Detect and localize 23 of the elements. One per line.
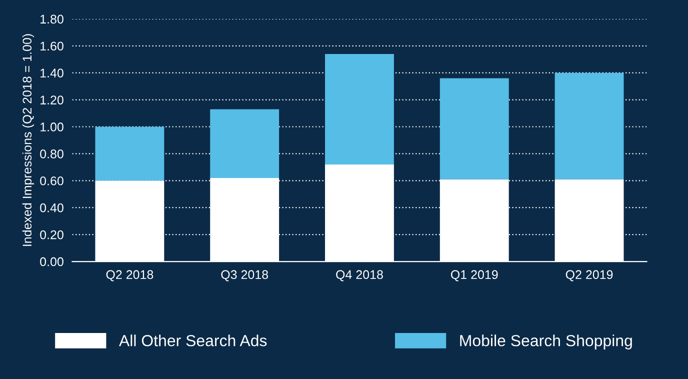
x-tick-label: Q2 2018 — [106, 270, 154, 282]
y-tick-label: 1.60 — [40, 42, 64, 51]
y-tick-label: 0.80 — [40, 150, 64, 158]
bar — [325, 54, 394, 164]
legend-label: Mobile Search Shopping — [460, 334, 632, 350]
legend-label: All Other Search Ads — [119, 334, 267, 346]
x-tick-label: Q1 2019 — [450, 270, 498, 282]
y-axis-title: Indexed Impressions (Q2 2018 = 1.00) — [22, 34, 34, 246]
x-tick-label: Q4 2018 — [336, 270, 383, 282]
y-tick-label: 1.40 — [40, 68, 64, 78]
bar — [440, 78, 509, 180]
y-tick-label: 1.20 — [40, 96, 64, 104]
y-tick-label: 0.60 — [40, 176, 64, 186]
y-tick-label: 0.40 — [40, 203, 64, 212]
x-tick-label: Q3 2018 — [221, 270, 268, 282]
bar — [554, 72, 624, 180]
y-tick-label: 1.00 — [40, 122, 64, 132]
x-tick-label: Q2 2019 — [566, 270, 613, 282]
bar — [210, 109, 280, 178]
y-tick-label: 0.20 — [40, 230, 64, 240]
y-tick-label: 1.80 — [40, 14, 64, 24]
bar — [95, 126, 164, 181]
y-tick-label: 0.00 — [40, 257, 64, 266]
